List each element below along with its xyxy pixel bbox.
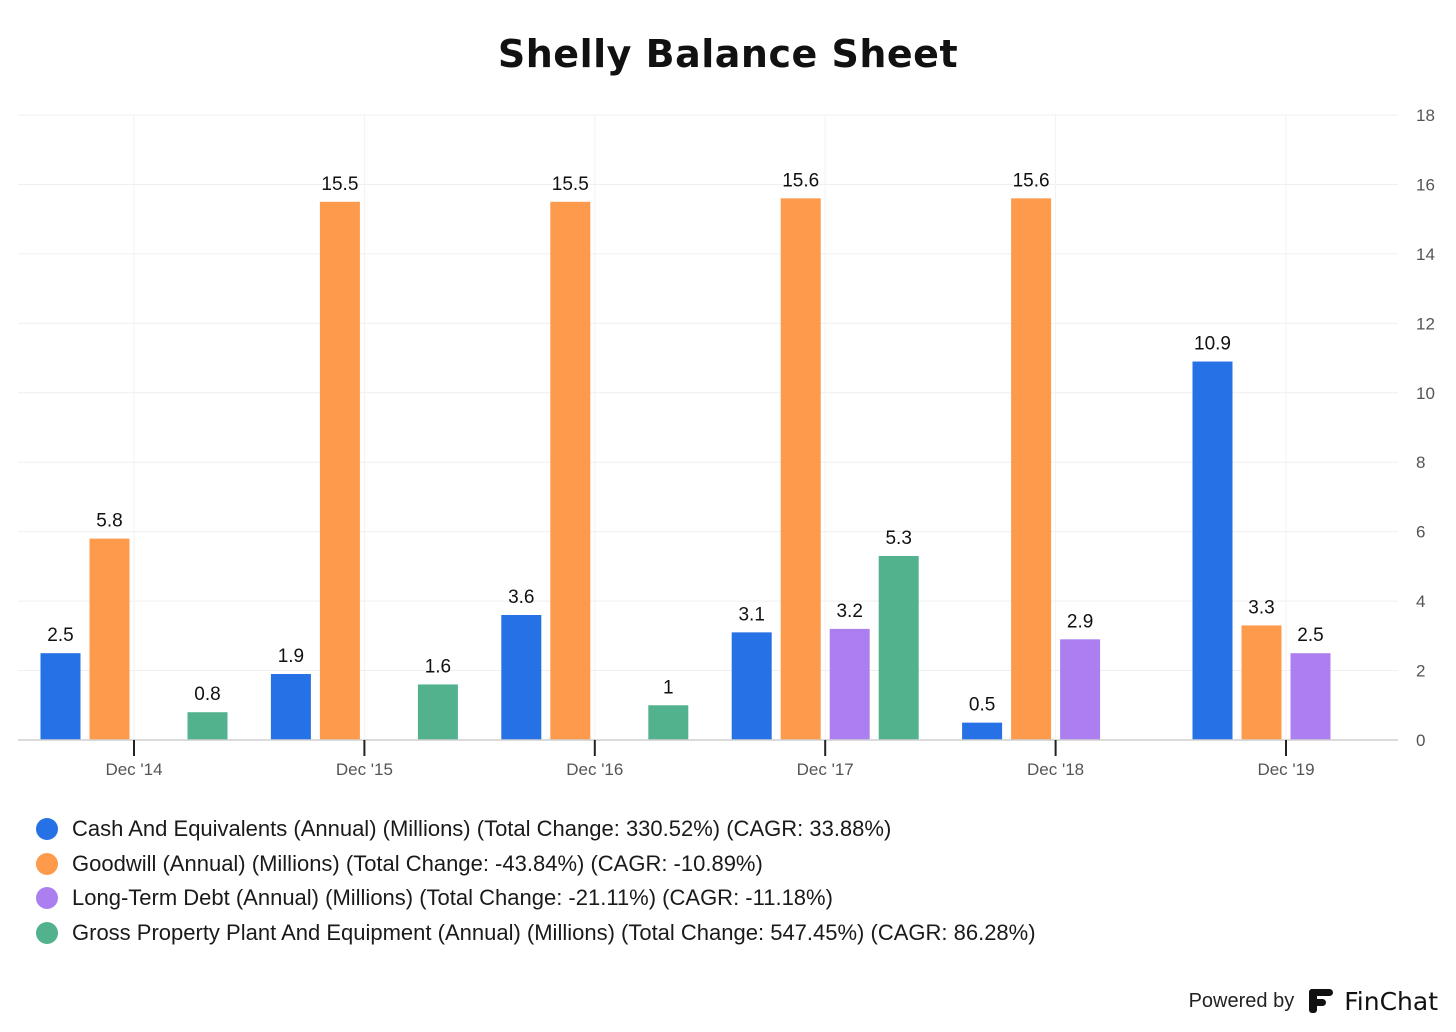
y-tick-label: 0	[1416, 731, 1425, 750]
x-tick-label: Dec '17	[797, 760, 854, 779]
bar	[89, 538, 130, 740]
legend-swatch	[36, 922, 58, 945]
x-tick-label: Dec '14	[105, 760, 162, 779]
data-label: 5.3	[885, 528, 911, 549]
data-label: 15.6	[1013, 170, 1050, 191]
x-tick-label: Dec '16	[566, 760, 623, 779]
bar-chart: 2.5 1.9 3.6 3.1 0.5 10.9 5.8 15.5 15.5 15.6 15.6 3.…	[18, 106, 1435, 779]
data-label: 15.5	[321, 174, 358, 195]
finchat-brand: FinChat	[1344, 986, 1438, 1016]
y-tick-label: 6	[1416, 523, 1425, 542]
legend-label: Long-Term Debt (Annual) (Millions) (Tota…	[72, 885, 833, 911]
legend-swatch	[36, 887, 58, 910]
y-tick-label: 16	[1416, 175, 1435, 194]
data-label: 15.6	[782, 170, 819, 191]
data-label: 5.8	[96, 511, 122, 532]
bar	[1192, 361, 1233, 740]
data-label: 0.5	[969, 695, 995, 716]
x-tick-label: Dec '19	[1257, 760, 1314, 779]
data-label: 2.5	[1297, 625, 1323, 646]
data-label: 1	[663, 677, 674, 698]
y-tick-label: 10	[1416, 384, 1435, 403]
data-label: 0.8	[194, 684, 220, 705]
legend: Cash And Equivalents (Annual) (Millions)…	[36, 812, 1036, 950]
x-tick-label: Dec '15	[336, 760, 393, 779]
legend-swatch	[36, 818, 58, 841]
legend-item[interactable]: Cash And Equivalents (Annual) (Millions)…	[36, 812, 1036, 847]
bar	[780, 198, 821, 741]
bar	[319, 201, 360, 741]
bar	[1241, 625, 1282, 740]
bar	[648, 705, 689, 740]
bar	[1011, 198, 1052, 741]
legend-item[interactable]: Goodwill (Annual) (Millions) (Total Chan…	[36, 847, 1036, 882]
y-tick-label: 2	[1416, 662, 1425, 681]
bar	[501, 615, 542, 740]
bar	[40, 653, 81, 740]
bar	[1290, 653, 1331, 740]
y-tick-label: 12	[1416, 314, 1435, 333]
bar	[878, 555, 919, 740]
data-label: 3.6	[508, 587, 534, 608]
legend-label: Cash And Equivalents (Annual) (Millions)…	[72, 816, 892, 842]
finchat-logo-icon	[1309, 989, 1334, 1013]
bar	[731, 632, 772, 740]
data-label: 3.1	[738, 604, 764, 625]
y-tick-label: 14	[1416, 245, 1435, 264]
bar	[270, 674, 311, 740]
chart-title: Shelly Balance Sheet	[497, 32, 959, 76]
data-label: 1.9	[278, 646, 304, 667]
data-label: 10.9	[1194, 334, 1231, 355]
data-label: 2.9	[1067, 611, 1093, 632]
y-tick-label: 8	[1416, 453, 1425, 472]
bar	[829, 628, 870, 740]
data-label: 1.6	[425, 656, 451, 677]
data-label: 15.5	[552, 174, 589, 195]
x-tick-label: Dec '18	[1027, 760, 1084, 779]
powered-by-text: Powered by	[1188, 989, 1295, 1012]
legend-label: Goodwill (Annual) (Millions) (Total Chan…	[72, 850, 763, 876]
bar	[962, 722, 1003, 740]
bar	[1060, 639, 1101, 740]
branding: Powered by FinChat	[1189, 986, 1438, 1016]
data-label: 3.2	[836, 601, 862, 622]
legend-item[interactable]: Long-Term Debt (Annual) (Millions) (Tota…	[36, 881, 1036, 916]
legend-swatch	[36, 852, 58, 875]
bar	[187, 712, 228, 740]
legend-item[interactable]: Gross Property Plant And Equipment (Annu…	[36, 916, 1036, 951]
data-label: 2.5	[47, 625, 73, 646]
bar	[550, 201, 591, 741]
bar	[417, 684, 458, 740]
data-label: 3.3	[1248, 597, 1274, 618]
y-tick-label: 4	[1416, 592, 1425, 611]
legend-label: Gross Property Plant And Equipment (Annu…	[72, 920, 1036, 946]
y-tick-label: 18	[1416, 106, 1435, 125]
